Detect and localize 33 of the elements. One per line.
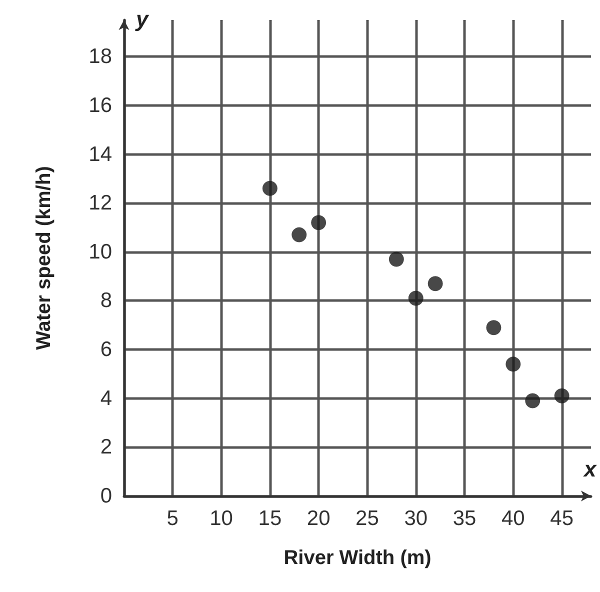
x-tick-label: 10 <box>210 507 233 530</box>
x-tick-label: 15 <box>258 507 282 530</box>
y-tick-label: 14 <box>88 142 112 166</box>
x-tick-label: 35 <box>452 507 476 530</box>
x-axis-title: River Width (m) <box>284 547 432 569</box>
annotation: x <box>583 456 597 482</box>
x-tick-label: 20 <box>306 507 330 530</box>
point <box>428 276 443 292</box>
point <box>525 393 540 408</box>
y-tick-label: 8 <box>100 289 112 312</box>
x-tick-label: 45 <box>550 507 574 530</box>
point <box>262 180 278 196</box>
point <box>388 252 404 267</box>
x-tick-label: 30 <box>404 507 428 530</box>
point <box>311 215 326 230</box>
y-tick-label: 12 <box>88 192 112 215</box>
y-tick-label: 4 <box>100 386 112 410</box>
y-tick-label: 10 <box>88 240 112 264</box>
point <box>554 388 570 404</box>
x-tick-label: 5 <box>166 507 178 530</box>
x-tick-label: 40 <box>501 507 525 530</box>
point <box>506 356 521 372</box>
y-tick-label: 6 <box>100 338 112 362</box>
y-tick-label: 18 <box>88 45 112 68</box>
point <box>408 290 424 306</box>
y-tick-label: 0 <box>100 484 112 508</box>
point <box>292 227 307 242</box>
y-axis-title: Water speed (km/h) <box>33 166 55 350</box>
y-tick-label: 2 <box>100 436 112 459</box>
y-tick-label: 16 <box>88 94 112 117</box>
annotation: y <box>135 6 150 32</box>
x-tick-label: 25 <box>356 507 379 530</box>
point <box>486 320 502 336</box>
